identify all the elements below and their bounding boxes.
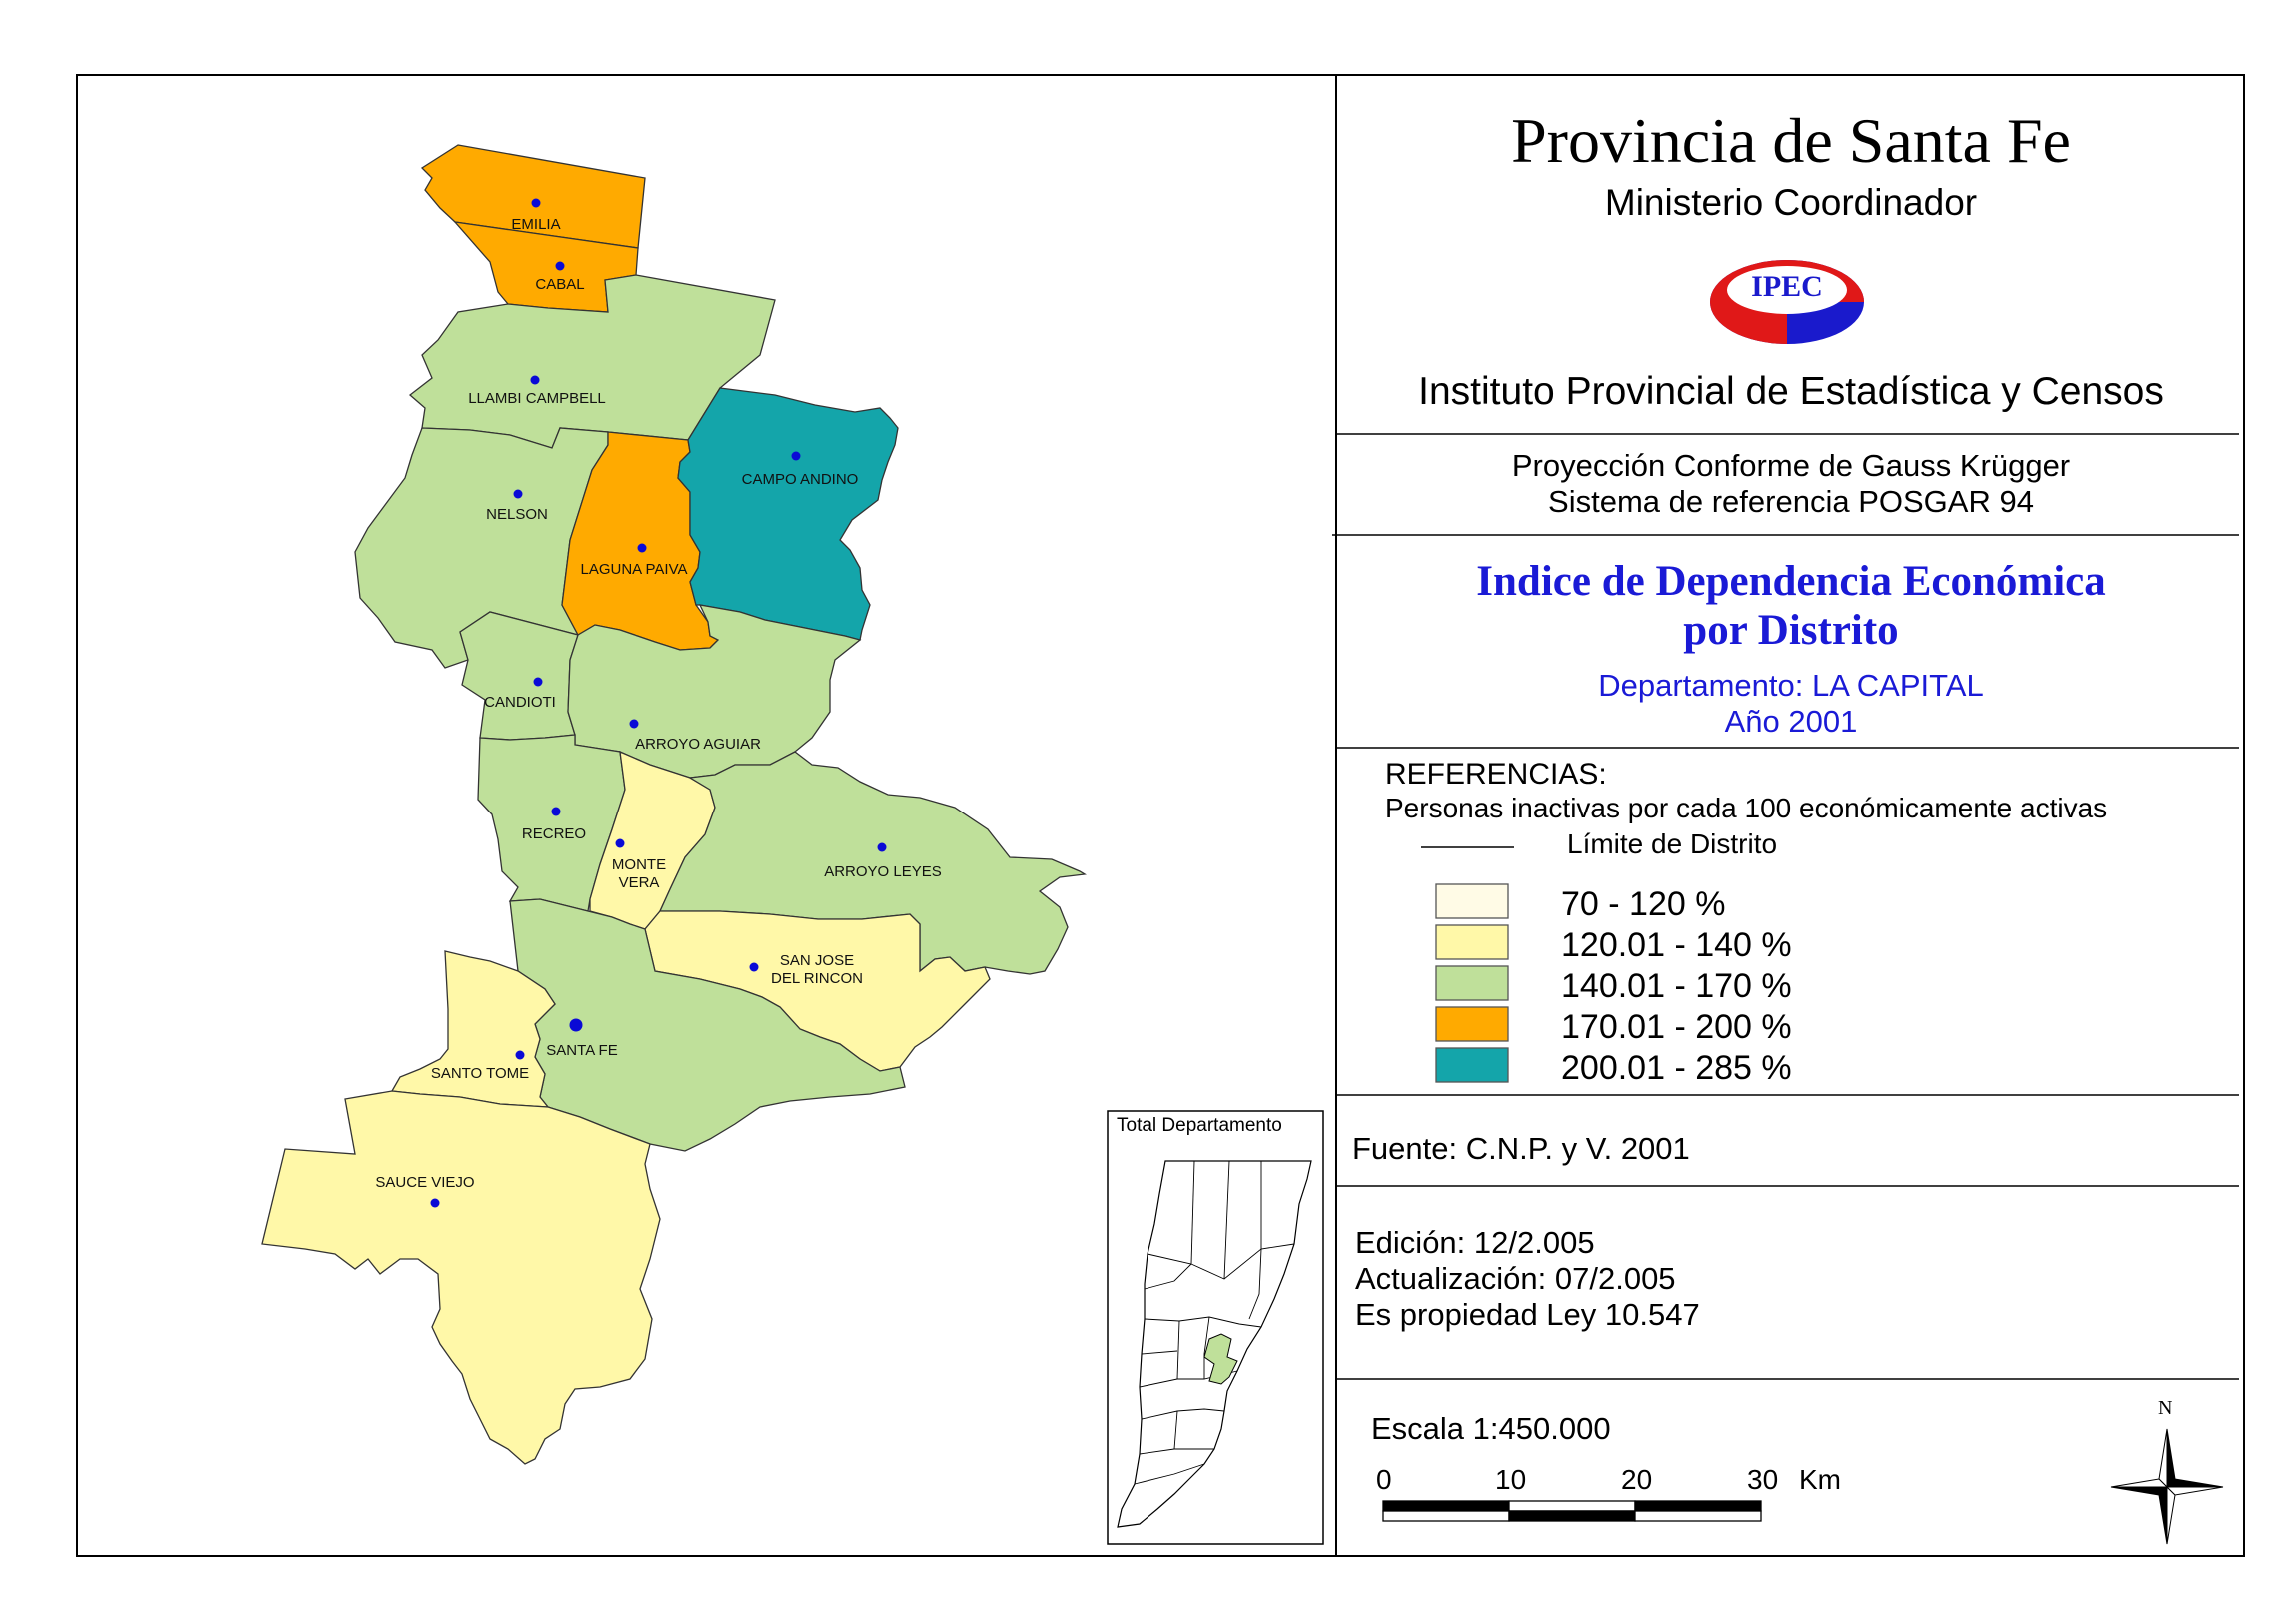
- edition-label: Edición: 12/2.005: [1355, 1225, 1595, 1260]
- label-santo-tome: SANTO TOME: [431, 1065, 529, 1082]
- district-map: [261, 144, 1087, 1465]
- capital-dot-campo-andino: [791, 451, 801, 461]
- district-emilia[interactable]: [420, 144, 646, 249]
- map-frame: [76, 74, 2245, 1557]
- legend-swatch-class-2: [1435, 965, 1509, 1001]
- capital-dot-recreo: [551, 807, 561, 816]
- legend-subtitle: Personas inactivas por cada 100 económic…: [1385, 793, 2108, 823]
- label-cabal: CABAL: [535, 276, 584, 293]
- legend-swatches: [1435, 883, 1509, 1083]
- capital-dot-sauce-viejo: [430, 1198, 440, 1208]
- district-capitals: [430, 198, 887, 1208]
- capital-dot-laguna-paiva: [637, 543, 647, 553]
- scale-bar: [1382, 1500, 1762, 1522]
- capital-dot-arroyo-leyes: [877, 842, 887, 852]
- page-title: Provincia de Santa Fe: [1511, 105, 2071, 176]
- source-label: Fuente: C.N.P. y V. 2001: [1352, 1131, 1690, 1166]
- district-campo-andino[interactable]: [677, 387, 899, 641]
- property-label: Es propiedad Ley 10.547: [1355, 1297, 1700, 1332]
- scale-tick: 0: [1376, 1464, 1392, 1495]
- district-santo-tome[interactable]: [390, 950, 556, 1108]
- label-san-jose: SAN JOSE: [780, 952, 854, 969]
- capital-dot-santo-tome: [515, 1050, 525, 1060]
- ipec-logo: [1710, 260, 1864, 344]
- capital-dot-nelson: [513, 489, 523, 499]
- projection-line-2: Sistema de referencia POSGAR 94: [1548, 484, 2034, 519]
- year-label: Año 2001: [1724, 704, 1858, 739]
- institute-name: Instituto Provincial de Estadística y Ce…: [1418, 370, 2164, 413]
- label-emilia: EMILIA: [511, 216, 560, 233]
- label-sauce-viejo: SAUCE VIEJO: [375, 1174, 474, 1191]
- scale-tick: 20: [1621, 1464, 1653, 1495]
- label-santa-fe: SANTA FE: [546, 1042, 617, 1059]
- legend-swatch-class-1: [1435, 924, 1509, 960]
- inset-title: Total Departamento: [1117, 1115, 1282, 1136]
- inset-la-capital-highlight: [1203, 1333, 1238, 1385]
- label-candioti: CANDIOTI: [484, 694, 556, 711]
- label-arroyo-leyes: ARROYO LEYES: [824, 863, 942, 880]
- label-campo-andino: CAMPO ANDINO: [742, 471, 859, 488]
- capital-dot-monte-vera: [615, 838, 625, 848]
- ministry-name: Ministerio Coordinador: [1604, 182, 1978, 223]
- district-labels: EMILIA CABAL LLAMBI CAMPBELL NELSON LAGU…: [375, 216, 941, 1191]
- capital-dot-llambi-campbell: [530, 375, 540, 385]
- legend-swatch-class-3: [1435, 1006, 1509, 1042]
- capital-dot-candioti: [533, 677, 543, 687]
- department-label: Departamento: LA CAPITAL: [1598, 668, 1984, 703]
- label-laguna-paiva: LAGUNA PAIVA: [581, 561, 688, 578]
- legend-class-label: 70 - 120 %: [1561, 885, 1726, 923]
- legend-swatch-class-0: [1435, 883, 1509, 919]
- logo-text: IPEC: [1751, 270, 1823, 303]
- compass-icon: [2110, 1428, 2224, 1545]
- legend-boundary-label: Límite de Distrito: [1567, 828, 1778, 859]
- district-sauce-viejo[interactable]: [261, 1090, 661, 1465]
- legend-swatch-class-4: [1435, 1047, 1509, 1083]
- label-del-rincon: DEL RINCON: [771, 970, 863, 987]
- label-monte: MONTE: [612, 856, 666, 873]
- map-title-line-2: por Distrito: [1683, 607, 1899, 654]
- capital-dot-emilia: [531, 198, 541, 208]
- scale-tick: 10: [1495, 1464, 1527, 1495]
- capital-dot-arroyo-aguiar: [629, 719, 639, 729]
- scale-unit: Km: [1799, 1464, 1841, 1495]
- legend-title: REFERENCIAS:: [1385, 758, 1607, 791]
- label-nelson: NELSON: [486, 506, 548, 523]
- legend-class-label: 200.01 - 285 %: [1561, 1049, 1792, 1087]
- label-vera: VERA: [619, 874, 660, 891]
- capital-dot-santa-fe: [569, 1018, 583, 1032]
- legend-class-label: 140.01 - 170 %: [1561, 967, 1792, 1005]
- map-title-line-1: Indice de Dependencia Económica: [1476, 558, 2106, 605]
- scale-tick: 30: [1747, 1464, 1779, 1495]
- legend-class-label: 170.01 - 200 %: [1561, 1008, 1792, 1046]
- label-llambi-campbell: LLAMBI CAMPBELL: [468, 390, 606, 407]
- north-label: N: [2158, 1397, 2173, 1419]
- projection-line-1: Proyección Conforme de Gauss Krügger: [1511, 448, 2071, 483]
- legend-class-label: 120.01 - 140 %: [1561, 926, 1792, 964]
- scale-label: Escala 1:450.000: [1371, 1411, 1611, 1446]
- district-candioti[interactable]: [459, 611, 579, 741]
- label-recreo: RECREO: [522, 825, 586, 842]
- update-label: Actualización: 07/2.005: [1355, 1261, 1676, 1296]
- capital-dot-cabal: [555, 261, 565, 271]
- capital-dot-san-jose-del-rincon: [749, 962, 759, 972]
- inset-map: [1107, 1110, 1324, 1545]
- label-arroyo-aguiar: ARROYO AGUIAR: [635, 736, 761, 753]
